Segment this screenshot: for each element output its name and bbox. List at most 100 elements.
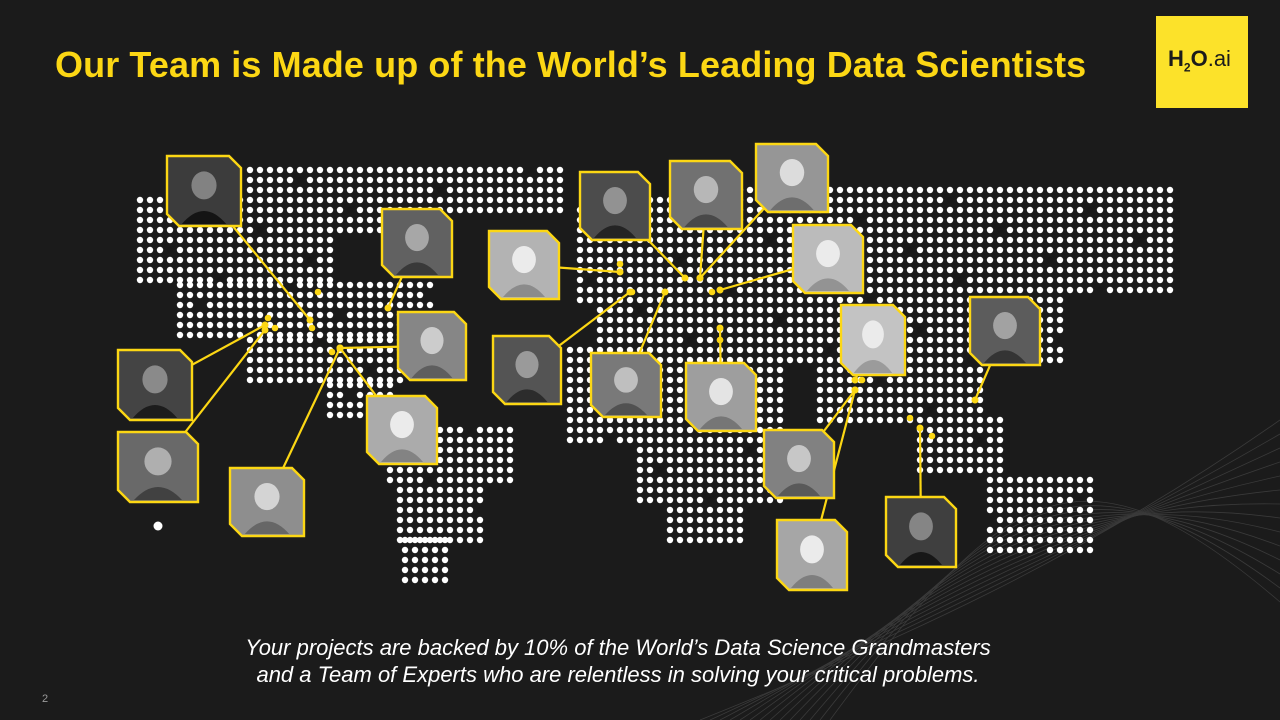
map-dot <box>756 456 764 464</box>
map-dot <box>966 376 974 384</box>
map-dot <box>966 186 974 194</box>
map-dot <box>586 436 594 444</box>
map-dot <box>1036 206 1044 214</box>
map-dot <box>586 286 594 294</box>
map-dot <box>936 186 944 194</box>
map-dot <box>766 316 774 324</box>
map-dot <box>966 466 974 474</box>
map-dot <box>996 476 1004 484</box>
map-dot <box>796 296 804 304</box>
map-dot <box>706 356 714 364</box>
map-dot <box>256 206 264 214</box>
map-dot <box>286 331 294 339</box>
map-dot <box>946 436 954 444</box>
map-dot <box>766 216 774 224</box>
map-dot <box>1106 196 1114 204</box>
map-dot <box>1106 286 1114 294</box>
map-dot <box>176 226 184 234</box>
map-dot <box>696 496 704 504</box>
map-dot <box>976 446 984 454</box>
map-dot <box>886 246 894 254</box>
map-dot <box>1166 256 1174 264</box>
map-dot <box>986 256 994 264</box>
map-dot <box>376 166 384 174</box>
map-dot <box>666 296 674 304</box>
map-dot <box>736 236 744 244</box>
map-dot <box>1016 276 1024 284</box>
map-dot <box>516 196 524 204</box>
map-dot <box>1036 236 1044 244</box>
map-dot <box>646 286 654 294</box>
map-dot <box>436 166 444 174</box>
map-dot <box>676 436 684 444</box>
map-dot <box>316 366 324 374</box>
map-dot <box>366 281 374 289</box>
map-dot <box>576 406 584 414</box>
map-dot <box>336 226 344 234</box>
map-dot <box>226 291 234 299</box>
map-dot <box>576 436 584 444</box>
map-dot <box>436 496 444 504</box>
map-dot <box>636 276 644 284</box>
map-dot <box>776 256 784 264</box>
map-dot <box>326 236 334 244</box>
map-dot <box>646 246 654 254</box>
team-member-photo <box>839 303 907 377</box>
map-dot <box>276 216 284 224</box>
map-dot <box>326 356 334 364</box>
map-dot <box>956 416 964 424</box>
map-dot <box>246 266 254 274</box>
map-dot <box>616 276 624 284</box>
map-dot <box>946 286 954 294</box>
map-dot <box>946 306 954 314</box>
map-dot <box>136 206 144 214</box>
map-dot <box>666 386 674 394</box>
map-dot <box>1086 546 1094 554</box>
map-dot <box>986 206 994 214</box>
map-dot <box>1006 286 1014 294</box>
map-dot <box>1046 496 1054 504</box>
map-dot <box>686 436 694 444</box>
map-dot <box>266 256 274 264</box>
map-dot <box>186 276 194 284</box>
map-dot <box>666 456 674 464</box>
map-dot <box>456 166 464 174</box>
map-dot <box>1046 516 1054 524</box>
map-dot <box>336 291 344 299</box>
map-dot <box>1046 206 1054 214</box>
map-dot <box>596 246 604 254</box>
wave-line <box>819 505 1280 720</box>
map-dot <box>1026 266 1034 274</box>
map-dot <box>326 281 334 289</box>
map-dot <box>396 536 404 544</box>
map-dot <box>656 336 664 344</box>
map-dot <box>1136 286 1144 294</box>
map-dot <box>1076 286 1084 294</box>
map-dot <box>736 496 744 504</box>
map-dot <box>726 496 734 504</box>
map-dot <box>726 256 734 264</box>
map-dot <box>246 281 254 289</box>
map-dot <box>726 456 734 464</box>
map-dot <box>336 411 344 419</box>
map-dot <box>1026 196 1034 204</box>
map-dot <box>766 376 774 384</box>
map-dot <box>886 216 894 224</box>
map-dot <box>866 276 874 284</box>
map-dot <box>1046 296 1054 304</box>
map-dot <box>736 436 744 444</box>
map-dot <box>226 301 234 309</box>
map-dot <box>206 321 214 329</box>
map-dot <box>1026 206 1034 214</box>
map-dot <box>866 286 874 294</box>
map-dot <box>336 336 344 344</box>
map-dot <box>706 506 714 514</box>
map-dot <box>426 536 434 544</box>
map-dot <box>1156 216 1164 224</box>
map-dot <box>1146 206 1154 214</box>
map-dot <box>956 436 964 444</box>
map-dot <box>726 296 734 304</box>
map-dot <box>186 266 194 274</box>
map-dot <box>166 256 174 264</box>
map-dot <box>356 186 364 194</box>
